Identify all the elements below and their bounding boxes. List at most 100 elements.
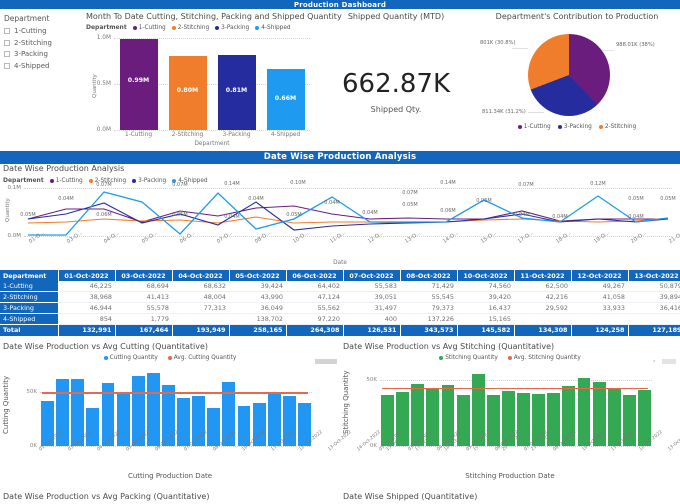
col-header-date[interactable]: 12-Oct-2022 — [571, 270, 629, 281]
bar[interactable] — [577, 378, 591, 446]
slicer-item-4-shipped[interactable]: 4-Shipped — [4, 62, 82, 70]
production-matrix-table[interactable]: Department 01-Oct-2022 03-Oct-2022 04-Oct-… — [0, 270, 680, 342]
bar[interactable] — [637, 390, 651, 446]
col-header-department[interactable]: Department — [0, 270, 59, 281]
bar[interactable] — [116, 391, 130, 446]
bar[interactable] — [441, 384, 455, 446]
pie-slices[interactable] — [528, 34, 610, 116]
pie-graphic[interactable] — [528, 34, 610, 116]
legend-item-4-shipped[interactable]: 4-Shipped — [255, 25, 291, 31]
col-header-date[interactable]: 01-Oct-2022 — [58, 270, 116, 281]
col-header-date[interactable]: 05-Oct-2022 — [229, 270, 287, 281]
bar-1-cutting[interactable]: 0.99M — [119, 38, 158, 130]
legend-item-avg-cutting-quantity[interactable]: Avg. Cutting Quantity — [167, 355, 236, 361]
bar[interactable] — [426, 388, 440, 446]
legend-item-1-cutting[interactable]: 1-Cutting — [49, 178, 83, 184]
bar[interactable] — [252, 403, 266, 446]
bar[interactable] — [101, 383, 115, 446]
bar[interactable] — [177, 397, 190, 446]
bar[interactable] — [41, 400, 55, 446]
legend-item-2-stitching[interactable]: 2-Stitching — [598, 124, 636, 130]
bar[interactable] — [71, 379, 85, 446]
bar[interactable] — [146, 373, 160, 446]
col-header-date[interactable]: 13-Oct-2022 — [628, 270, 680, 281]
bar[interactable] — [192, 396, 206, 446]
bar[interactable] — [86, 407, 100, 446]
bar-2-stitching[interactable]: 0.80M — [168, 56, 207, 130]
stitching-chart-legend[interactable]: Stitching Quantity Avg. Stitching Quanti… — [340, 355, 680, 361]
col-header-date[interactable]: 11-Oct-2022 — [514, 270, 572, 281]
bar[interactable] — [501, 391, 515, 446]
col-header-date[interactable]: 03-Oct-2022 — [115, 270, 173, 281]
bar[interactable] — [297, 403, 311, 446]
date-wise-line-chart[interactable]: Date Wise Production Analysis Department… — [0, 164, 680, 267]
stitching-bar-chart[interactable]: Date Wise Production vs Avg Stitching (Q… — [340, 342, 680, 504]
legend-item-3-packing[interactable]: 3-Packing — [215, 25, 249, 31]
bar[interactable] — [131, 376, 145, 446]
x-tick: 3-Packing — [222, 132, 251, 138]
bar[interactable] — [381, 395, 395, 446]
bar[interactable] — [56, 379, 70, 446]
legend-item-3-packing[interactable]: 3-Packing — [132, 178, 166, 184]
bar[interactable] — [237, 405, 251, 446]
bar[interactable] — [222, 381, 236, 446]
legend-item-4-shipped[interactable]: 4-Shipped — [172, 178, 208, 184]
bar[interactable] — [282, 396, 296, 446]
pie-legend[interactable]: 1-Cutting 3-Packing 2-Stitching — [476, 124, 678, 130]
bar[interactable] — [396, 392, 410, 446]
department-contribution-pie[interactable]: Department's Contribution to Production … — [476, 12, 678, 150]
legend-item-2-stitching[interactable]: 2-Stitching — [171, 25, 209, 31]
department-slicer[interactable]: Department 1-Cutting 2-Stitching 3-Packi… — [4, 14, 82, 73]
bar[interactable] — [411, 383, 425, 446]
bar-3-packing[interactable]: 0.81M — [217, 55, 256, 130]
col-header-date[interactable]: 08-Oct-2022 — [400, 270, 458, 281]
checkbox-icon[interactable] — [4, 28, 10, 34]
slicer-item-3-packing[interactable]: 3-Packing — [4, 50, 82, 58]
horizontal-scrollbar[interactable] — [315, 359, 337, 364]
bar[interactable] — [161, 385, 175, 446]
chevron-right-icon[interactable]: › — [653, 358, 656, 365]
column-chart-legend[interactable]: Department 1-Cutting 2-Stitching 3-Packi… — [86, 24, 291, 31]
bar[interactable] — [622, 395, 636, 446]
checkbox-icon[interactable] — [4, 51, 10, 57]
col-header-date[interactable]: 07-Oct-2022 — [343, 270, 401, 281]
cutting-bar-chart[interactable]: Date Wise Production vs Avg Cutting (Qua… — [0, 342, 556, 504]
bar[interactable] — [207, 407, 221, 446]
legend-item-3-packing[interactable]: 3-Packing — [557, 124, 592, 130]
legend-item-avg-stitching-quantity[interactable]: Avg. Stitching Quantity — [507, 355, 581, 361]
matrix[interactable]: Department 01-Oct-2022 03-Oct-2022 04-Oct-… — [0, 270, 680, 336]
bar[interactable] — [607, 388, 621, 446]
bar[interactable] — [471, 373, 485, 446]
bar[interactable] — [486, 394, 500, 446]
horizontal-scrollbar[interactable] — [662, 359, 676, 364]
checkbox-icon[interactable] — [4, 39, 10, 46]
table-row[interactable]: 4-Shipped 854 1,779 138,702 97,220 400 137,226… — [0, 313, 680, 325]
col-header-date[interactable]: 04-Oct-2022 — [172, 270, 230, 281]
legend-item-1-cutting[interactable]: 1-Cutting — [132, 25, 166, 31]
bar[interactable] — [592, 381, 606, 446]
col-header-date[interactable]: 10-Oct-2022 — [457, 270, 515, 281]
slicer-item-2-stitching[interactable]: 2-Stitching — [4, 39, 82, 47]
legend-item-stitching-quantity[interactable]: Stitching Quantity — [439, 355, 498, 361]
slicer-item-1-cutting[interactable]: 1-Cutting — [4, 27, 82, 35]
bar-4-shipped[interactable]: 0.66M — [266, 69, 305, 130]
bar[interactable] — [267, 391, 281, 446]
cutting-chart-legend[interactable]: Cutting Quantity Avg. Cutting Quantity — [0, 355, 340, 361]
table-row[interactable]: 1-Cutting 46,225 68,694 68,632 39,424 64,402 5… — [0, 281, 680, 292]
legend-item-2-stitching[interactable]: 2-Stitching — [88, 178, 126, 184]
col-header-date[interactable]: 06-Oct-2022 — [286, 270, 344, 281]
table-row[interactable]: 2-Stitching 38,968 41,413 48,004 43,990 47,12… — [0, 291, 680, 303]
legend-item-1-cutting[interactable]: 1-Cutting — [517, 124, 551, 130]
mtd-column-chart[interactable]: Month To Date Cutting, Stitching, Packin… — [86, 12, 342, 150]
bar[interactable] — [532, 394, 546, 446]
bar[interactable] — [517, 392, 530, 446]
checkbox-icon[interactable] — [4, 62, 10, 69]
bar[interactable] — [562, 385, 576, 446]
shipped-quantity-card[interactable]: Shipped Quantity (MTD) 662.87K Shipped Q… — [320, 12, 472, 150]
line-chart-legend[interactable]: Department 1-Cutting 2-Stitching 3-Packi… — [3, 177, 208, 184]
legend-item-cutting-quantity[interactable]: Cutting Quantity — [103, 355, 158, 361]
bar[interactable] — [547, 392, 561, 446]
total-cell: 132,991 — [58, 324, 116, 336]
table-row[interactable]: 3-Packing 46,944 55,578 77,313 36,049 55,562 3… — [0, 302, 680, 314]
bar[interactable] — [456, 395, 470, 446]
